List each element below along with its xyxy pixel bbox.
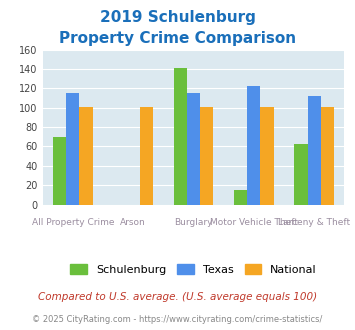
Bar <box>200 107 213 205</box>
Text: Burglary: Burglary <box>174 218 213 227</box>
Bar <box>174 68 187 205</box>
Bar <box>261 107 274 205</box>
Text: All Property Crime: All Property Crime <box>32 218 114 227</box>
Text: Larceny & Theft: Larceny & Theft <box>278 218 350 227</box>
Bar <box>66 93 80 205</box>
Bar <box>234 190 247 205</box>
Text: Motor Vehicle Theft: Motor Vehicle Theft <box>210 218 298 227</box>
Bar <box>53 137 66 205</box>
Bar <box>307 96 321 205</box>
Text: Compared to U.S. average. (U.S. average equals 100): Compared to U.S. average. (U.S. average … <box>38 292 317 302</box>
Bar <box>187 93 200 205</box>
Text: Property Crime Comparison: Property Crime Comparison <box>59 31 296 46</box>
Bar <box>247 86 261 205</box>
Text: © 2025 CityRating.com - https://www.cityrating.com/crime-statistics/: © 2025 CityRating.com - https://www.city… <box>32 315 323 324</box>
Text: 2019 Schulenburg: 2019 Schulenburg <box>99 10 256 25</box>
Bar <box>140 107 153 205</box>
Bar <box>80 107 93 205</box>
Text: Arson: Arson <box>120 218 146 227</box>
Bar <box>321 107 334 205</box>
Bar <box>294 144 307 205</box>
Legend: Schulenburg, Texas, National: Schulenburg, Texas, National <box>66 260 321 280</box>
